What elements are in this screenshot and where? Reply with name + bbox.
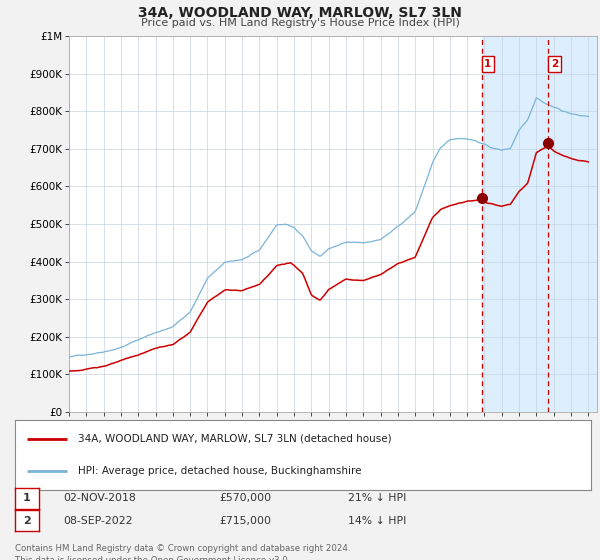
Text: 1: 1: [484, 59, 491, 69]
Text: 34A, WOODLAND WAY, MARLOW, SL7 3LN (detached house): 34A, WOODLAND WAY, MARLOW, SL7 3LN (deta…: [79, 434, 392, 444]
Text: HPI: Average price, detached house, Buckinghamshire: HPI: Average price, detached house, Buck…: [79, 466, 362, 476]
Text: 02-NOV-2018: 02-NOV-2018: [63, 493, 136, 503]
Text: 34A, WOODLAND WAY, MARLOW, SL7 3LN: 34A, WOODLAND WAY, MARLOW, SL7 3LN: [138, 6, 462, 20]
Text: 2: 2: [551, 59, 558, 69]
Bar: [482, 36, 597, 412]
Text: £715,000: £715,000: [219, 516, 271, 526]
Text: 1: 1: [23, 493, 31, 503]
Text: Price paid vs. HM Land Registry's House Price Index (HPI): Price paid vs. HM Land Registry's House …: [140, 18, 460, 29]
Text: 14% ↓ HPI: 14% ↓ HPI: [348, 516, 406, 526]
Text: £570,000: £570,000: [219, 493, 271, 503]
Text: 08-SEP-2022: 08-SEP-2022: [63, 516, 133, 526]
Text: Contains HM Land Registry data © Crown copyright and database right 2024.
This d: Contains HM Land Registry data © Crown c…: [15, 544, 350, 560]
Text: 21% ↓ HPI: 21% ↓ HPI: [348, 493, 406, 503]
Text: 2: 2: [23, 516, 31, 526]
